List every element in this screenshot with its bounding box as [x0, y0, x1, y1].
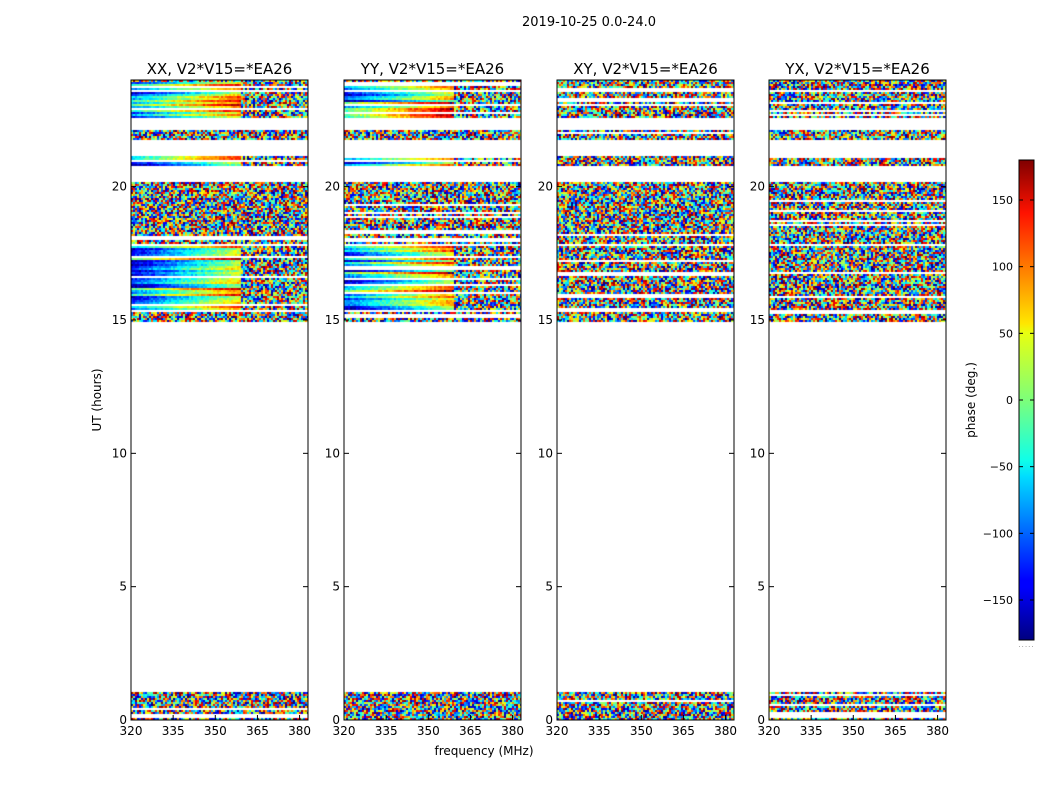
y-tick-label: 15: [750, 313, 765, 327]
x-tick-label: 320: [333, 724, 356, 738]
colorbar-tick-label: −100: [983, 527, 1013, 540]
plot-frame: [130, 79, 309, 721]
heatmap-image: [557, 80, 734, 720]
colorbar-tick-label: 100: [992, 261, 1013, 274]
y-axis-label: UT (hours): [90, 368, 104, 431]
y-tick-label: 15: [538, 313, 553, 327]
heatmap-image: [131, 80, 308, 720]
panel-title: XY, V2*V15=*EA26: [573, 60, 718, 78]
x-tick-label: 335: [588, 724, 611, 738]
figure-title: 2019-10-25 0.0-24.0: [522, 15, 656, 30]
panel-title: YY, V2*V15=*EA26: [360, 60, 504, 78]
x-tick-label: 335: [162, 724, 185, 738]
x-tick-label: 380: [501, 724, 524, 738]
colorbar-tick-label: 50: [999, 327, 1013, 340]
x-tick-label: 365: [459, 724, 482, 738]
x-tick-label: 380: [926, 724, 949, 738]
panel-title: YX, V2*V15=*EA26: [784, 60, 930, 78]
colorbar-footer: · · · · ·: [1019, 644, 1034, 650]
y-tick-label: 0: [332, 713, 340, 727]
y-tick-label: 5: [545, 580, 553, 594]
x-tick-label: 350: [842, 724, 865, 738]
x-tick-label: 320: [546, 724, 569, 738]
y-tick-label: 20: [112, 180, 127, 194]
y-tick-label: 20: [538, 180, 553, 194]
x-tick-label: 365: [246, 724, 269, 738]
x-tick-label: 320: [120, 724, 143, 738]
x-tick-label: 350: [630, 724, 653, 738]
colorbar-label: phase (deg.): [964, 362, 978, 438]
x-tick-label: 350: [417, 724, 440, 738]
y-tick-label: 5: [757, 580, 765, 594]
panel-1: XX, V2*V15=*EA26 320 335 350 365 380 0 5 10 15 20: [112, 60, 311, 738]
plot-frame: [556, 79, 735, 721]
y-tick-label: 0: [545, 713, 553, 727]
panel-2: YY, V2*V15=*EA26 320 335 350 365 380 0 5 10 15 20: [325, 60, 524, 738]
x-tick-label: 365: [884, 724, 907, 738]
x-tick-label: 380: [288, 724, 311, 738]
x-tick-label: 380: [714, 724, 737, 738]
y-tick-label: 0: [119, 713, 127, 727]
panel-4: YX, V2*V15=*EA26 320 335 350 365 380 0 5 10 15 20: [750, 60, 949, 738]
y-tick-label: 10: [112, 446, 127, 460]
y-tick-label: 10: [325, 446, 340, 460]
heatmap-image: [344, 80, 521, 720]
y-tick-label: 20: [750, 180, 765, 194]
colorbar-tick-label: −150: [983, 594, 1013, 607]
colorbar-ticks: −150 −100 −50 0 50 100 150: [983, 194, 1034, 607]
plot-frame: [343, 79, 522, 721]
colorbar-tick-label: −50: [990, 461, 1013, 474]
panel-title: XX, V2*V15=*EA26: [147, 60, 293, 78]
y-tick-label: 5: [119, 580, 127, 594]
y-tick-label: 15: [325, 313, 340, 327]
colorbar-tick-label: 0: [1006, 394, 1013, 407]
colorbar: −150 −100 −50 0 50 100 150 phase (deg.) · · · …: [964, 159, 1035, 650]
y-tick-label: 20: [325, 180, 340, 194]
x-tick-label: 335: [800, 724, 823, 738]
x-tick-label: 335: [375, 724, 398, 738]
y-tick-label: 15: [112, 313, 127, 327]
y-tick-label: 10: [750, 446, 765, 460]
x-tick-label: 365: [672, 724, 695, 738]
plot-frame: [768, 79, 947, 721]
x-tick-label: 350: [204, 724, 227, 738]
panel-3: XY, V2*V15=*EA26 320 335 350 365 380 0 5 10 15 20: [538, 60, 737, 738]
y-tick-label: 5: [332, 580, 340, 594]
colorbar-tick-label: 150: [992, 194, 1013, 207]
x-axis-label: frequency (MHz): [434, 744, 533, 758]
y-tick-label: 0: [757, 713, 765, 727]
y-tick-label: 10: [538, 446, 553, 460]
heatmap-image: [769, 80, 946, 720]
x-tick-label: 320: [758, 724, 781, 738]
